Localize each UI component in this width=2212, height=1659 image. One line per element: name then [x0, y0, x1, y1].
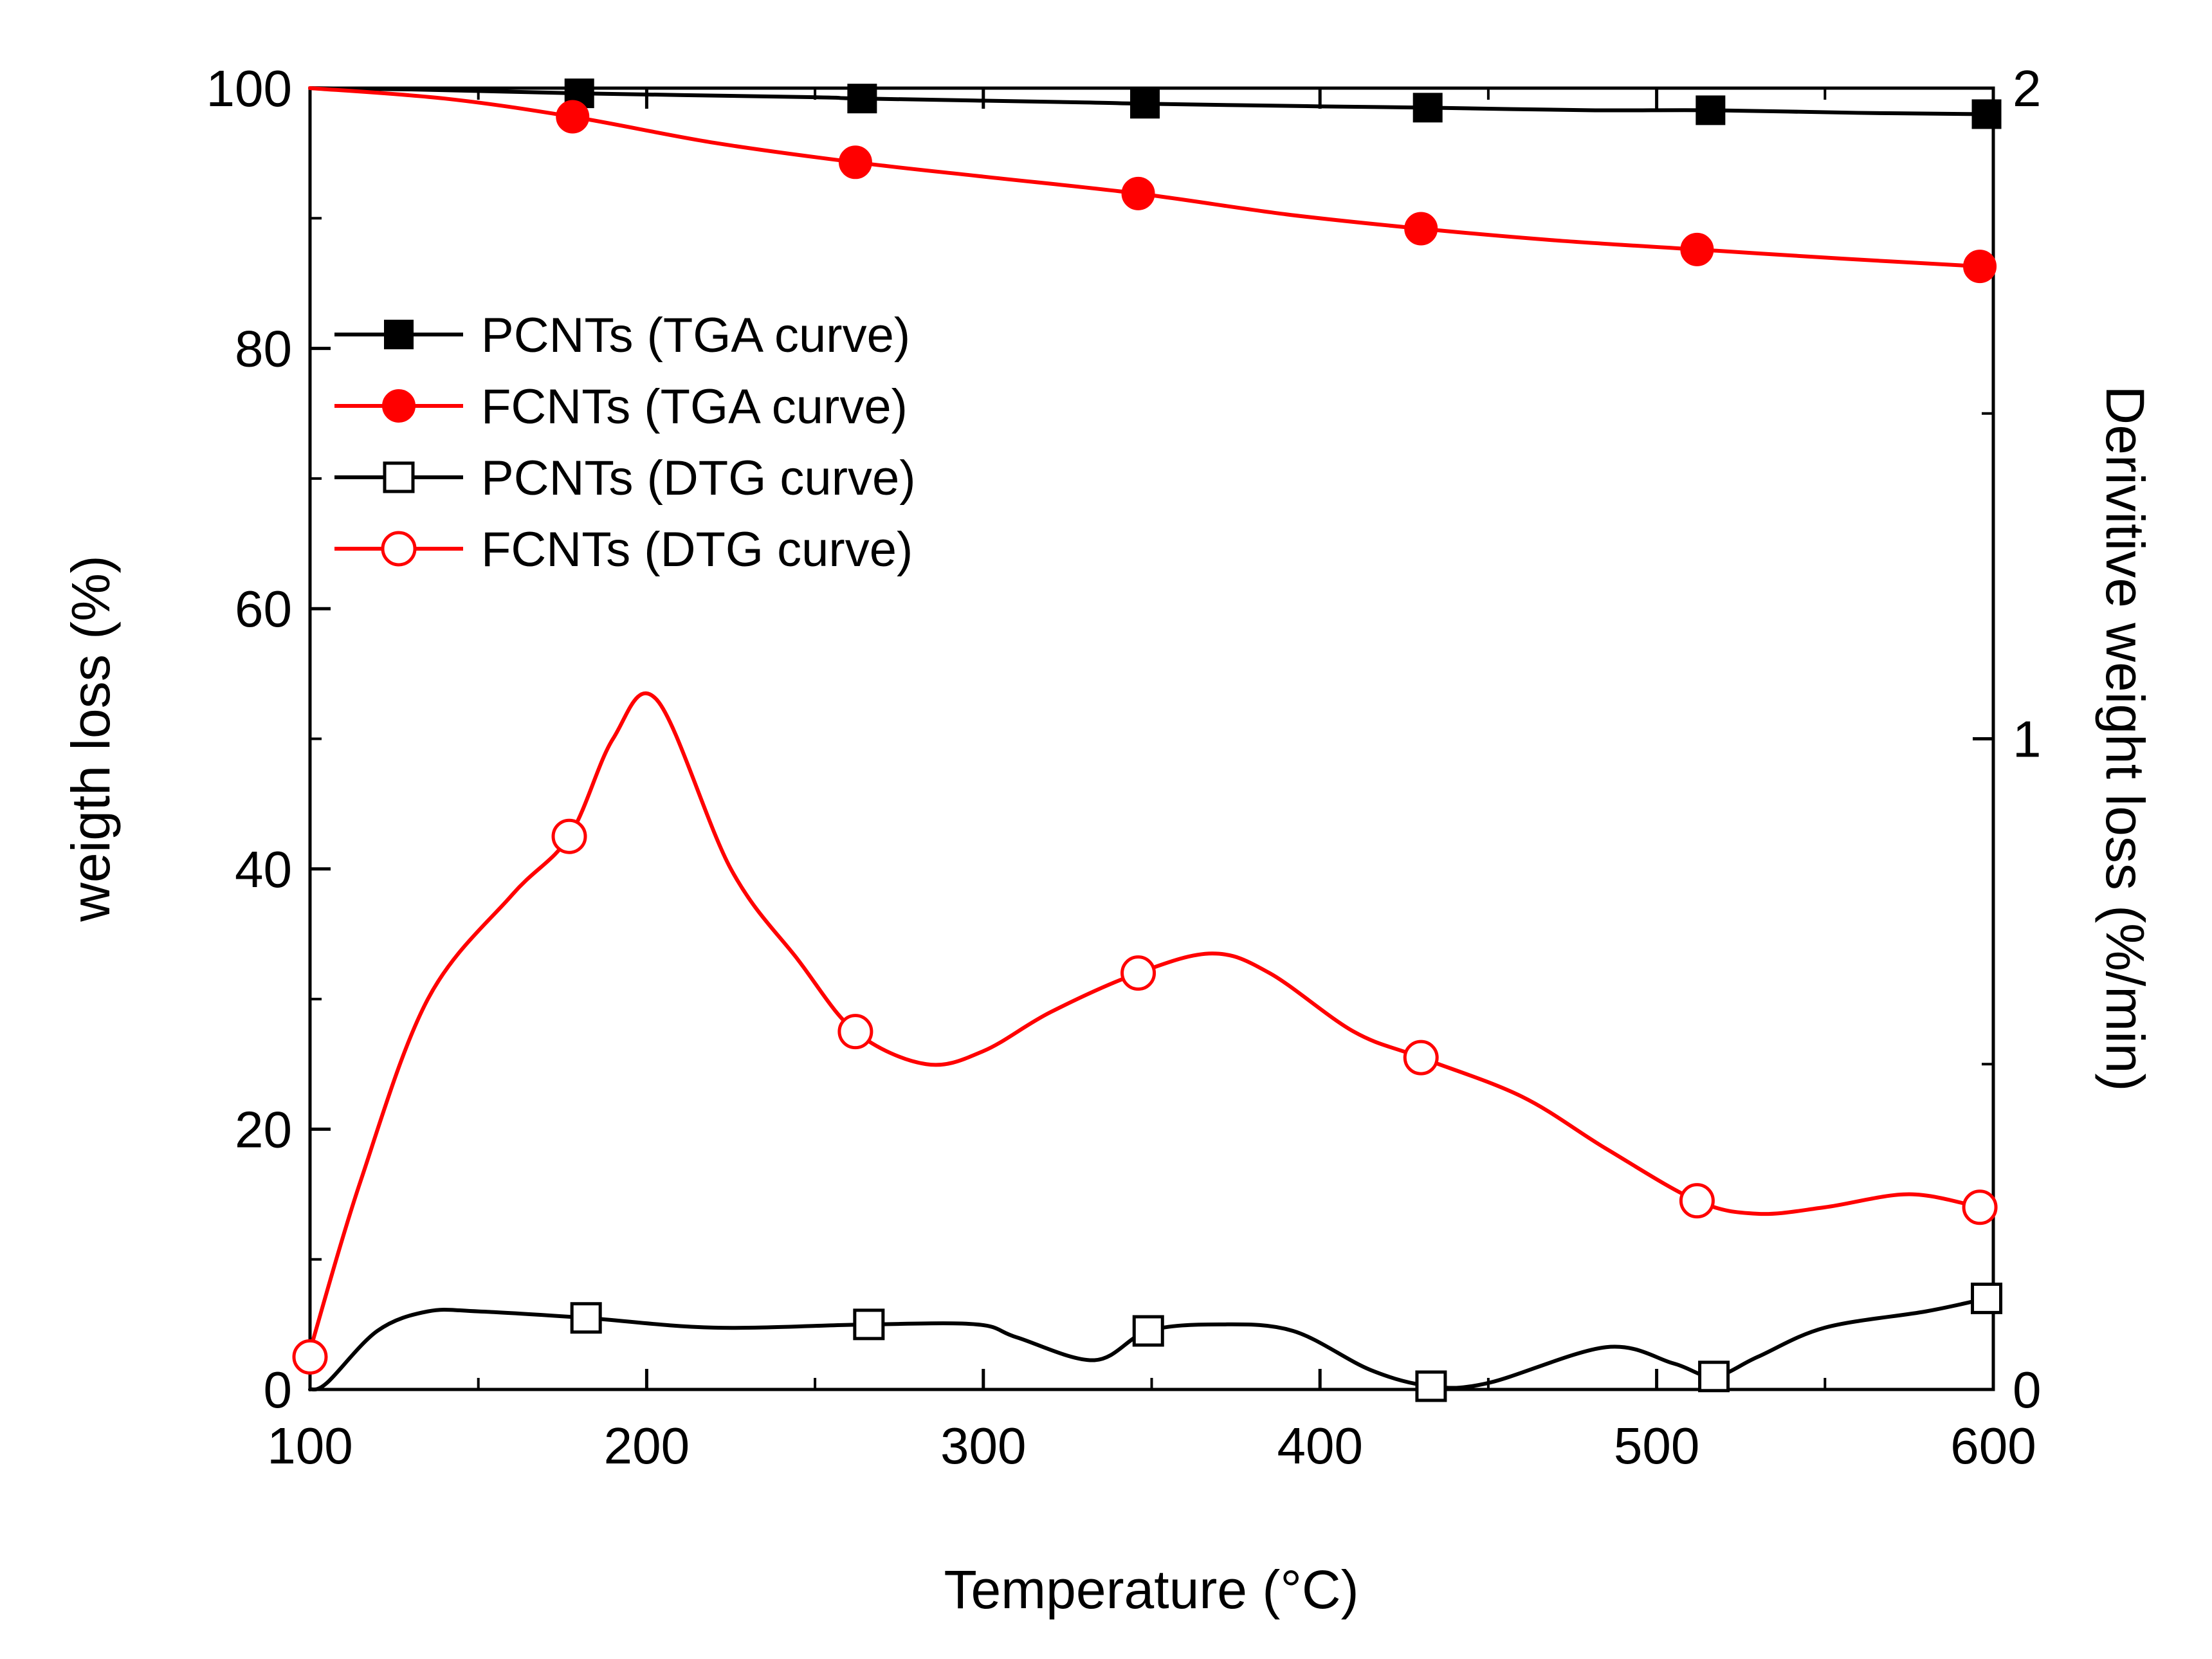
y-right-tick-label: 1 [2013, 711, 2042, 768]
series-4-marker [1962, 1189, 1998, 1225]
series-2-marker [1680, 232, 1714, 266]
series-3-marker [1132, 1315, 1164, 1347]
series-4-marker [837, 1014, 873, 1050]
series-line-4 [308, 691, 1982, 1353]
legend-item: PCNTs (DTG curve) [334, 451, 916, 506]
series-2-marker [838, 145, 872, 179]
series-3-marker [853, 1308, 885, 1341]
x-tick-label: 100 [267, 1417, 352, 1474]
x-tick-label: 400 [1277, 1417, 1362, 1474]
series-4-marker [1403, 1040, 1439, 1076]
plot-frame [308, 86, 1995, 1391]
series-2-marker [1121, 176, 1155, 210]
x-axis-title: Temperature (°C) [944, 1559, 1358, 1620]
legend-label: FCNTs (DTG curve) [481, 522, 913, 577]
series-4-marker [1120, 955, 1156, 991]
legend-item: FCNTs (TGA curve) [334, 380, 908, 434]
x-tick-label: 200 [604, 1417, 690, 1474]
series-1-marker [847, 84, 877, 114]
legend-marker [382, 389, 416, 423]
y-left-tick-label: 0 [264, 1361, 293, 1418]
legend-item: PCNTs (TGA curve) [334, 308, 910, 363]
series-3-marker [1698, 1361, 1730, 1393]
series-1-marker [1130, 89, 1160, 119]
series-1-marker [1696, 95, 1726, 125]
y-axis-right-title: Derivitive weight loss (%/min) [2095, 386, 2155, 1092]
legend-marker [384, 320, 414, 349]
series-4-marker [1679, 1183, 1715, 1219]
series-2-marker [1404, 212, 1438, 246]
series-1-marker [1971, 99, 2002, 129]
legend-label: PCNTs (DTG curve) [481, 451, 916, 506]
series-2-marker [556, 100, 590, 134]
y-right-tick-label: 2 [2013, 60, 2042, 117]
series-3-marker [1415, 1370, 1447, 1402]
x-tick-label: 600 [1950, 1417, 2036, 1474]
legend-item: FCNTs (DTG curve) [334, 522, 913, 577]
y-left-tick-label: 20 [235, 1101, 292, 1158]
x-tick-label: 300 [940, 1417, 1026, 1474]
legend-marker [383, 461, 415, 493]
series-1-marker [1412, 93, 1443, 123]
series-layer [308, 86, 1989, 1392]
series-3-marker [1971, 1282, 2003, 1314]
series-2-marker [1963, 250, 1997, 284]
marker-layer [292, 78, 2003, 1402]
legend-label: PCNTs (TGA curve) [481, 308, 910, 363]
y-axis-left-title: weigth loss (%) [60, 555, 121, 922]
legend: PCNTs (TGA curve) FCNTs (TGA curve) PCNTs … [334, 308, 916, 577]
y-right-tick-label: 0 [2013, 1361, 2042, 1418]
axis-ticks [308, 86, 1995, 1391]
legend-marker [381, 531, 417, 567]
y-left-tick-label: 80 [235, 320, 292, 378]
series-3-marker [570, 1302, 602, 1334]
series-4-marker [551, 818, 587, 854]
y-left-tick-label: 60 [235, 580, 292, 637]
x-tick-label: 500 [1614, 1417, 1699, 1474]
y-left-tick-label: 40 [235, 841, 292, 898]
series-4-marker [292, 1339, 328, 1375]
legend-label: FCNTs (TGA curve) [481, 380, 908, 434]
y-left-tick-label: 100 [206, 60, 292, 117]
